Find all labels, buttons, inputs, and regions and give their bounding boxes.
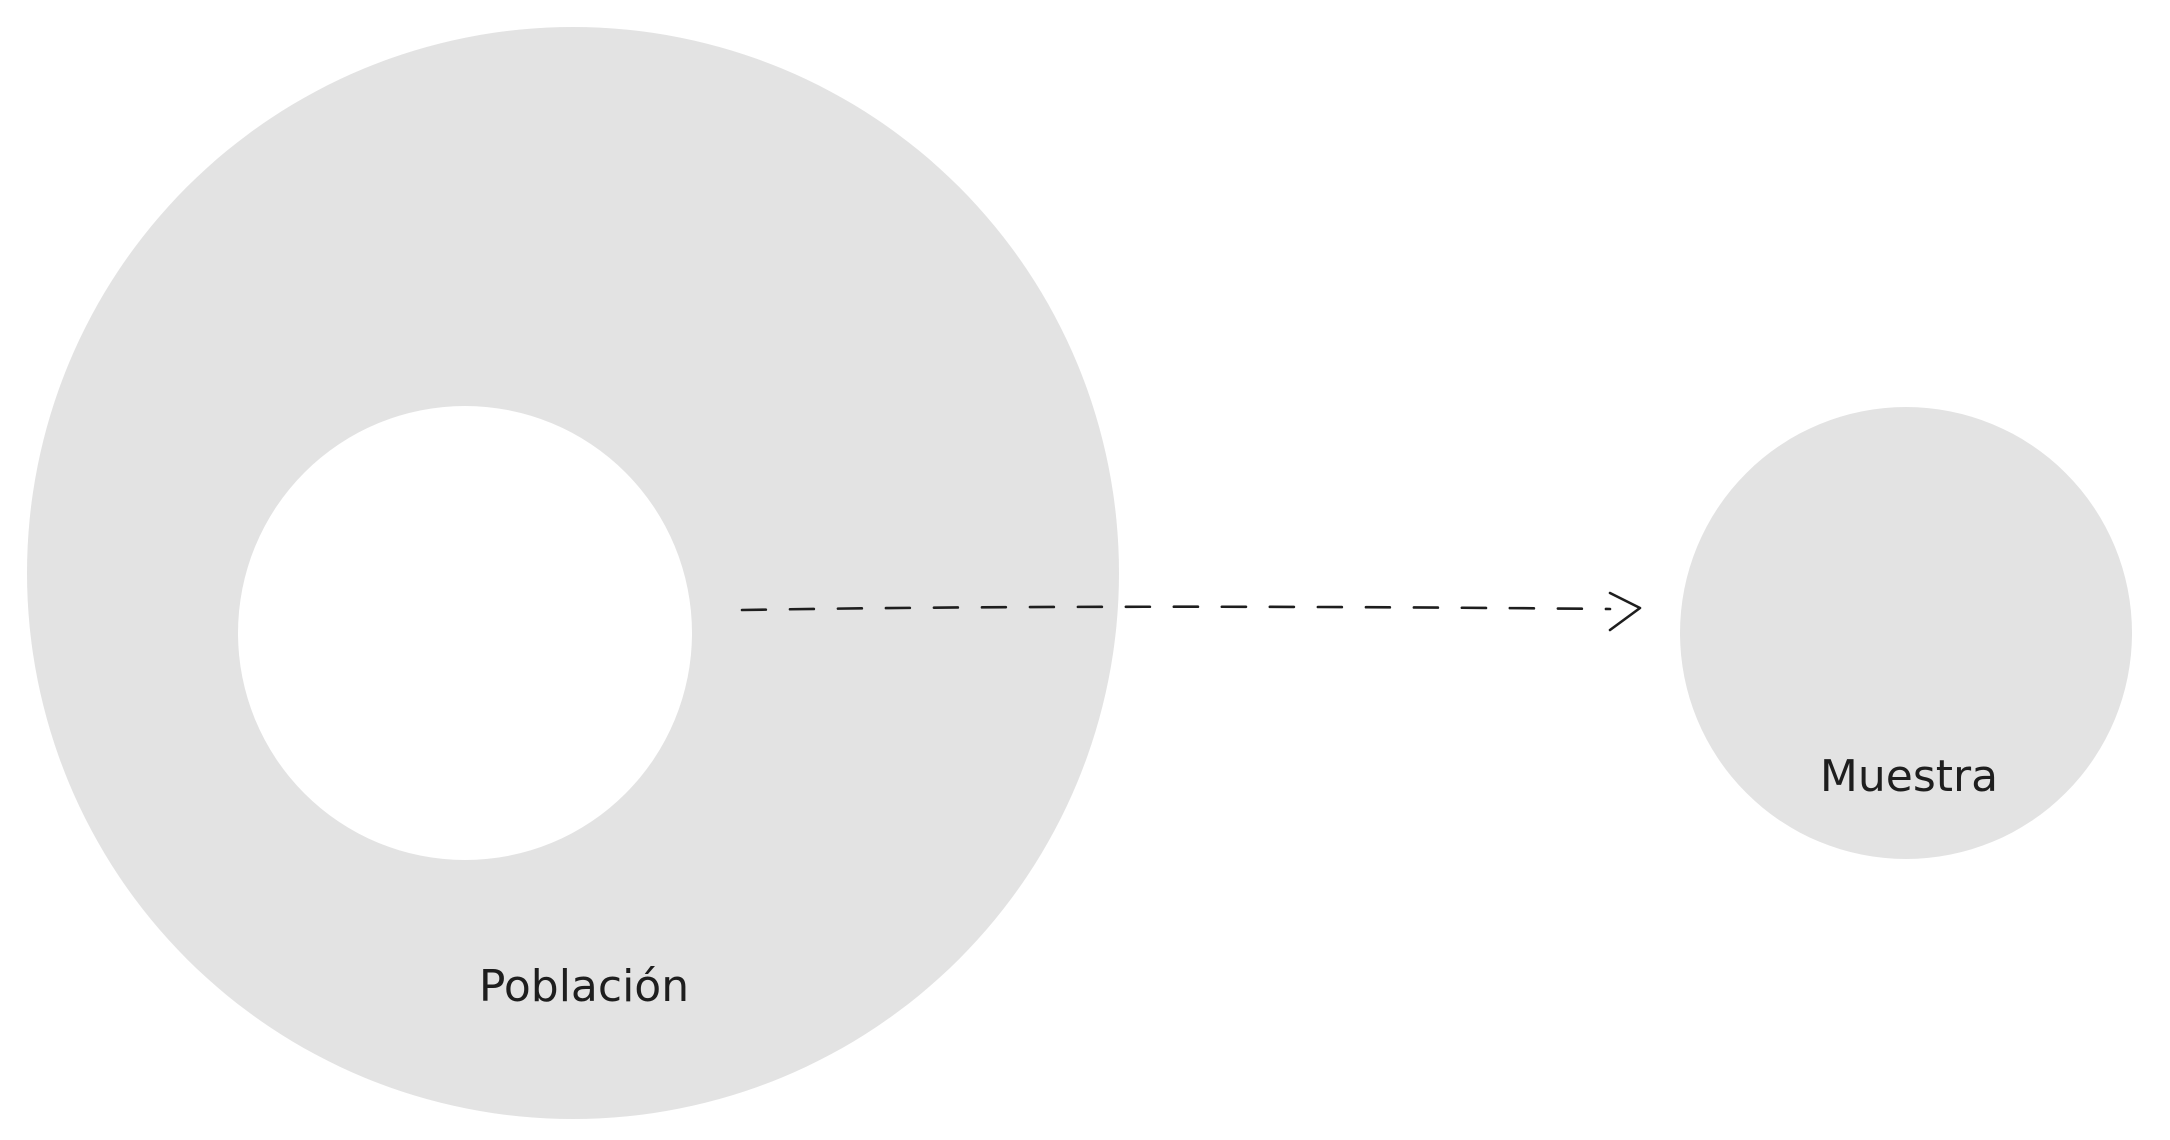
sampling-arrow [740,591,1642,632]
arrow-head-icon [1608,591,1642,632]
population-label: Población [479,961,689,1012]
sample-circle [1680,407,2132,859]
inner-selection-circle [238,406,692,860]
sample-label: Muestra [1820,751,1998,802]
arrow-shaft [740,605,1612,612]
